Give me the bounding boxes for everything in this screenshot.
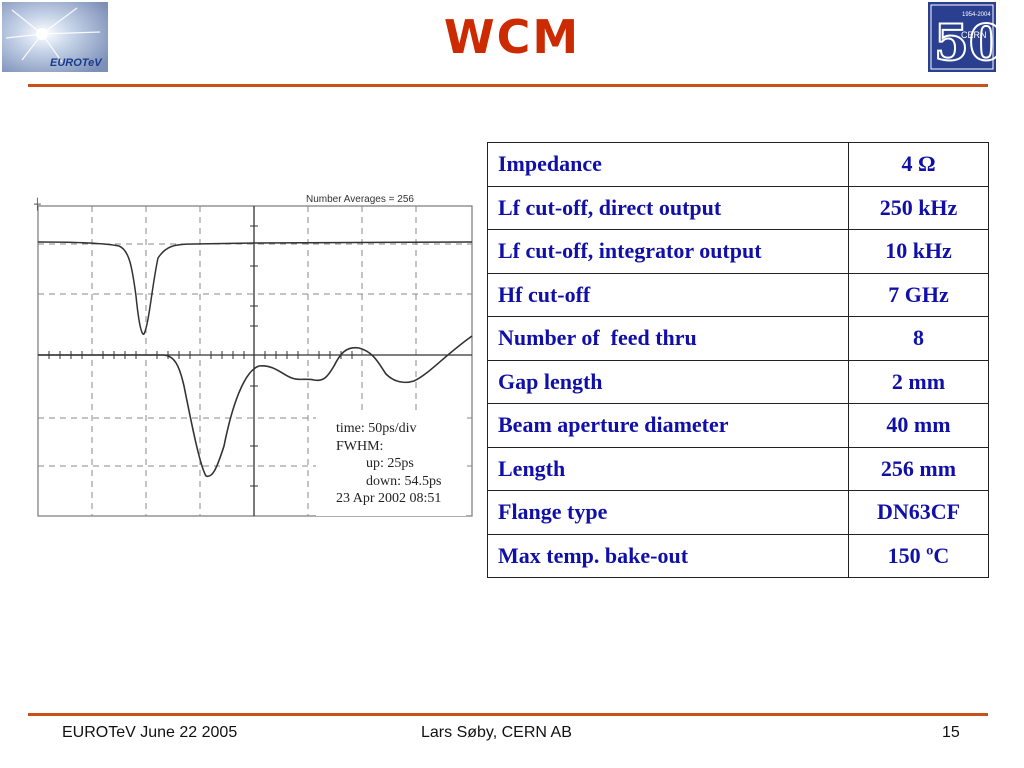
page-number: 15 [942, 724, 960, 741]
value-cell: 40 mm [848, 403, 989, 448]
value-cell: 150 ºC [848, 533, 989, 578]
eurotev-logo: EUROTeV [2, 2, 108, 72]
table-row: Beam aperture diameter 40 mm [487, 403, 989, 448]
table-row: Number of feed thru 8 [487, 316, 989, 361]
footer-divider [28, 713, 988, 716]
svg-text:┼: ┼ [34, 197, 41, 211]
caption-fwhm: FWHM: [336, 438, 384, 454]
table-row: Lf cut-off, integrator output 10 kHz [487, 229, 989, 274]
table-row: Gap length 2 mm [487, 359, 989, 404]
param-cell: Gap length [487, 359, 849, 404]
param-cell: Beam aperture diameter [487, 403, 849, 448]
table-row: Max temp. bake-out 150 ºC [487, 533, 989, 578]
value-cell: 2 mm [848, 359, 989, 404]
table-row: Impedance 4 Ω [487, 142, 989, 187]
value-cell: 256 mm [848, 446, 989, 491]
svg-text:EUROTeV: EUROTeV [50, 57, 103, 69]
caption-date: 23 Apr 2002 08:51 [336, 491, 442, 506]
caption-down: down: 54.5ps [366, 473, 442, 489]
value-cell: DN63CF [848, 490, 989, 535]
caption-up: up: 25ps [366, 456, 414, 471]
param-cell: Hf cut-off [487, 272, 849, 317]
header-divider [28, 84, 988, 87]
cern-50-logo: 50 1954-2004 CERN [928, 2, 996, 72]
value-cell: 4 Ω [848, 142, 989, 187]
value-cell: 7 GHz [848, 272, 989, 317]
table-row: Flange type DN63CF [487, 490, 989, 535]
scope-caption: time: 50ps/div FWHM: up: 25ps down: 54.5… [316, 414, 466, 516]
param-cell: Number of feed thru [487, 316, 849, 361]
table-row: Length 256 mm [487, 446, 989, 491]
table-row: Lf cut-off, direct output 250 kHz [487, 185, 989, 230]
footer-event: EUROTeV June 22 2005 [62, 724, 238, 741]
param-cell: Lf cut-off, direct output [487, 185, 849, 230]
caption-time: time: 50ps/div [336, 421, 417, 436]
footer-author: Lars Søby, CERN AB [421, 724, 572, 741]
slide-title: WCM [443, 10, 581, 64]
svg-text:CERN: CERN [961, 30, 987, 40]
param-cell: Lf cut-off, integrator output [487, 229, 849, 274]
param-cell: Flange type [487, 490, 849, 535]
param-cell: Impedance [487, 142, 849, 187]
param-cell: Length [487, 446, 849, 491]
value-cell: 10 kHz [848, 229, 989, 274]
svg-text:1954-2004: 1954-2004 [962, 12, 991, 18]
value-cell: 250 kHz [848, 185, 989, 230]
wcm-specs-table: Impedance 4 Ω Lf cut-off, direct output … [487, 142, 989, 578]
table-row: Hf cut-off 7 GHz [487, 272, 989, 317]
value-cell: 8 [848, 316, 989, 361]
param-cell: Max temp. bake-out [487, 533, 849, 578]
svg-text:50: 50 [934, 13, 996, 72]
scope-averages-label: Number Averages = 256 [306, 194, 414, 205]
